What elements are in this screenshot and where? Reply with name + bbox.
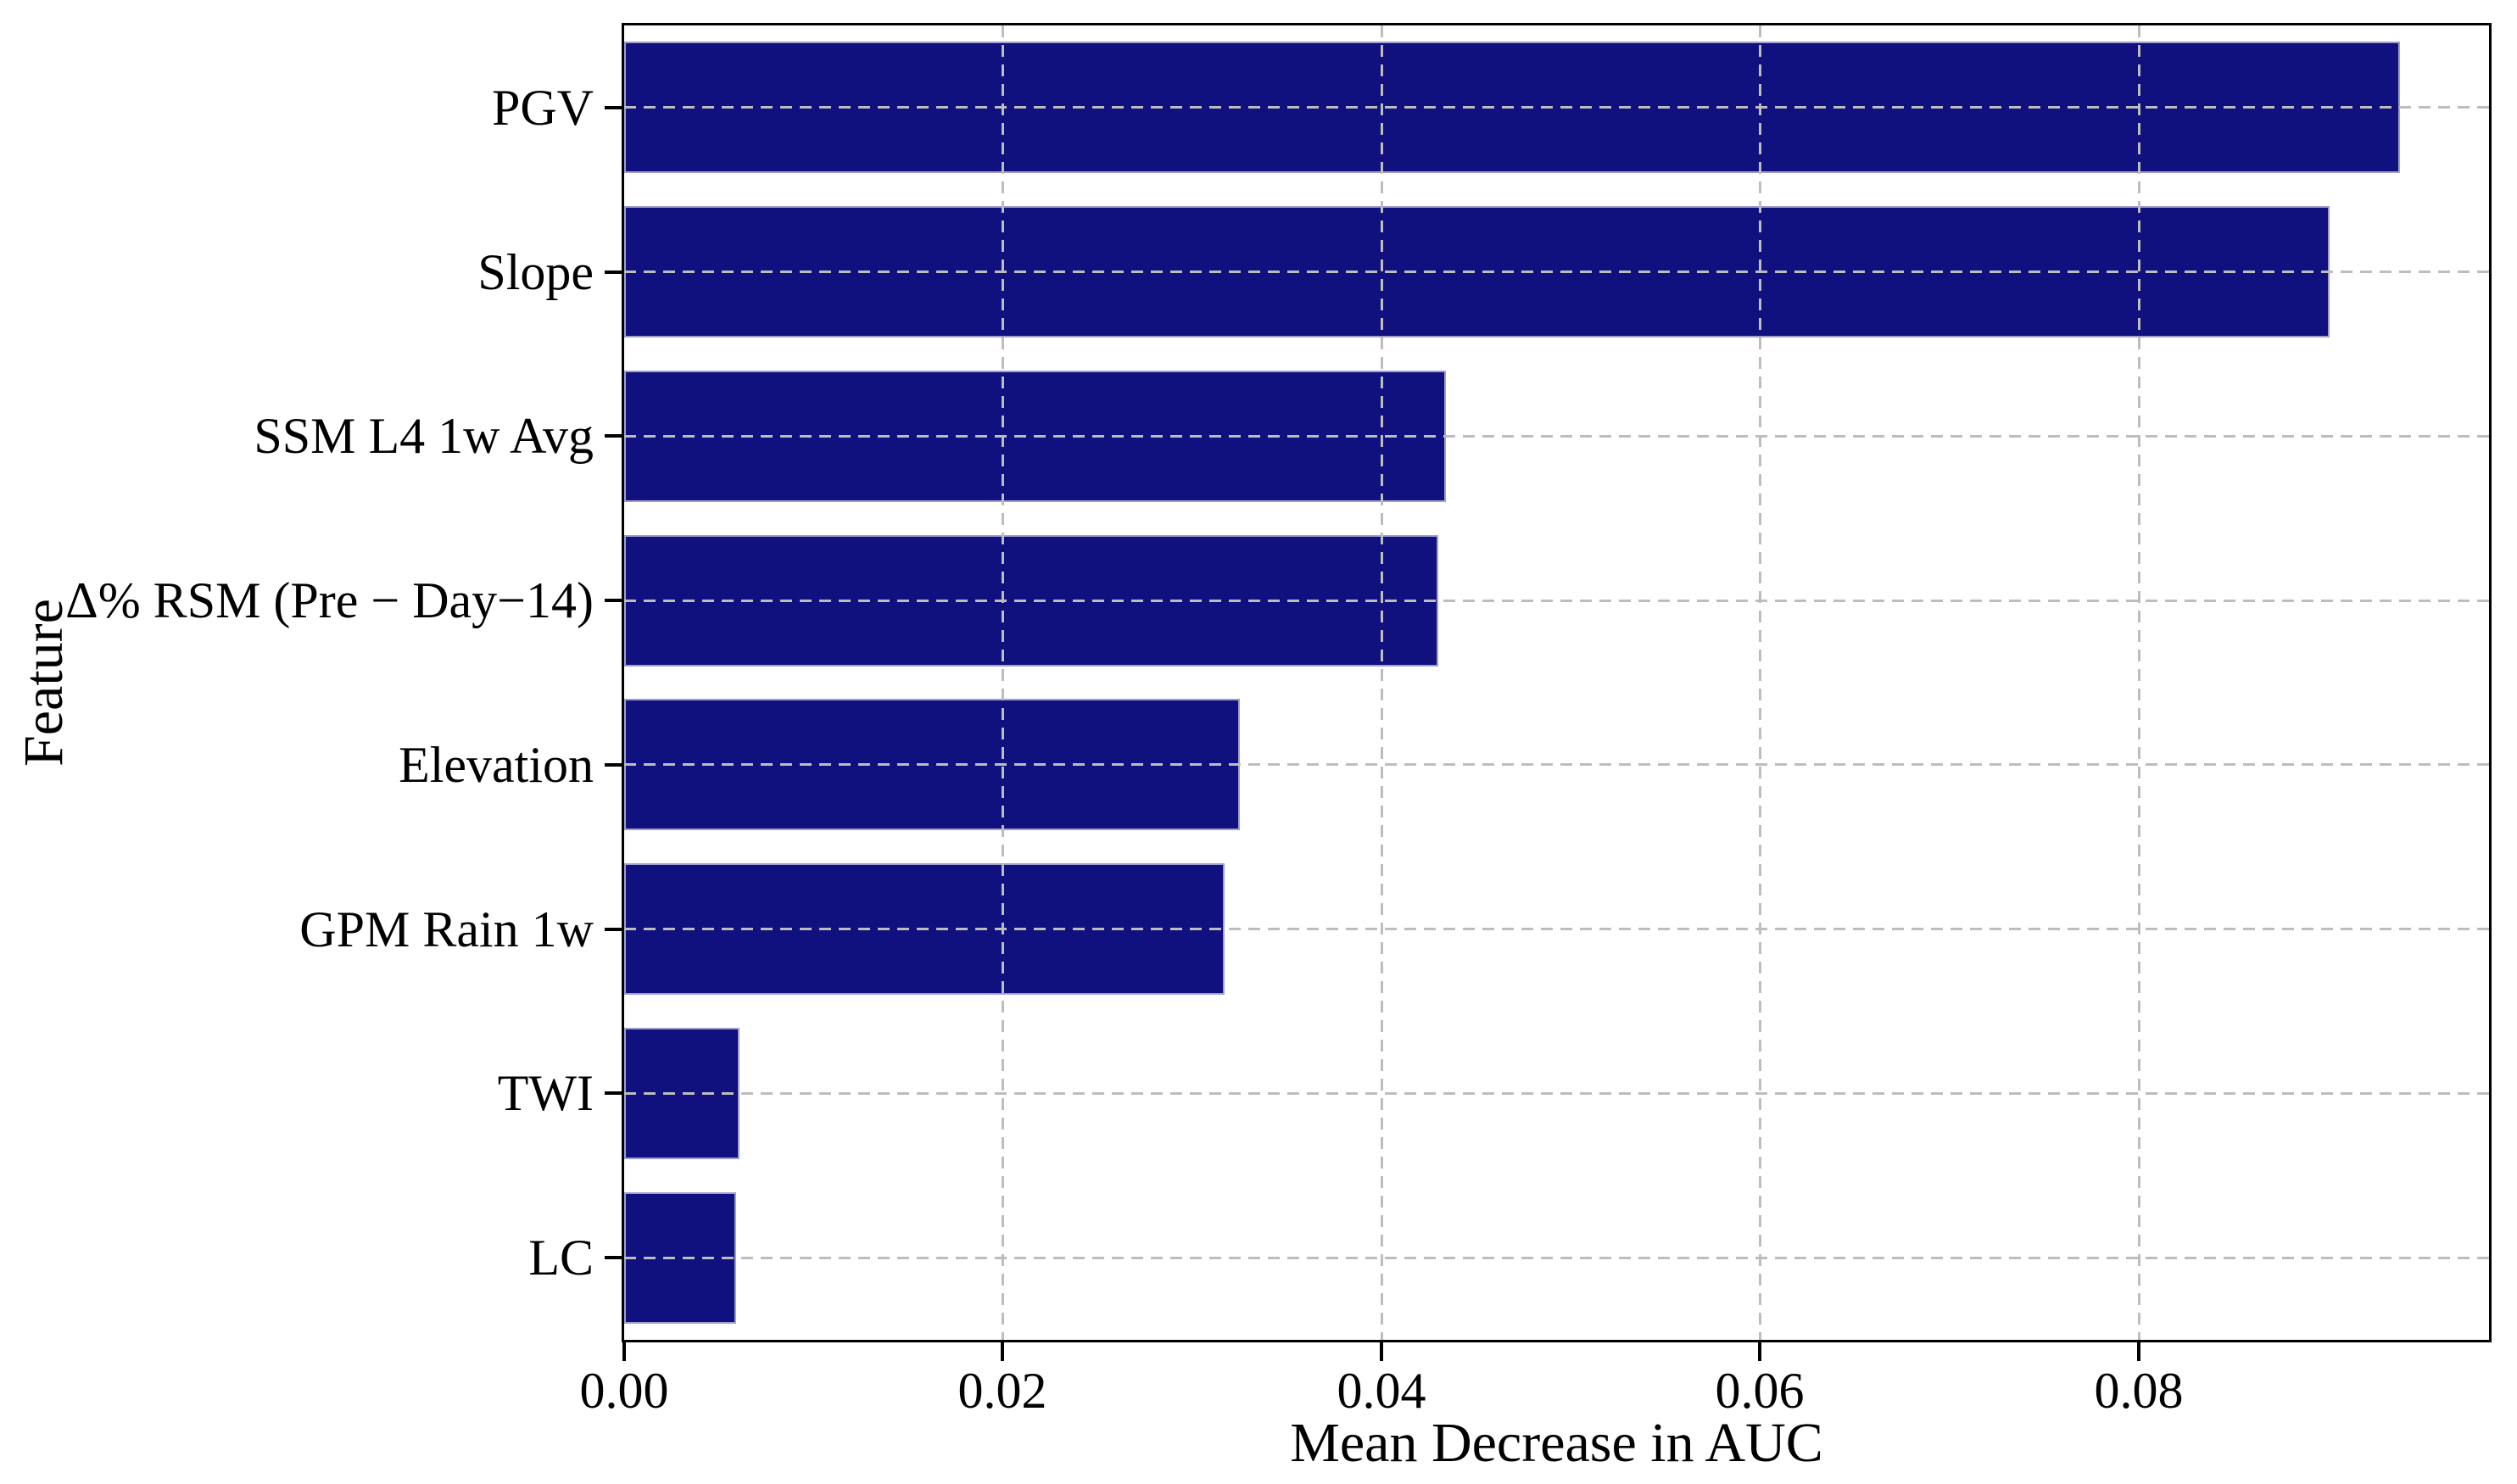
gridline-horizontal xyxy=(624,763,2489,767)
x-tick-mark xyxy=(1001,1342,1004,1361)
x-tick-label: 0.04 xyxy=(1337,1363,1426,1419)
y-tick-label-pgv: PGV xyxy=(491,80,594,136)
y-tick-label-twi: TWI xyxy=(497,1065,594,1121)
y-tick-label-gpm-rain-1w: GPM Rain 1w xyxy=(299,901,594,957)
x-tick-label: 0.00 xyxy=(579,1363,669,1419)
y-tick-mark xyxy=(605,1256,622,1259)
y-tick-mark xyxy=(605,599,622,602)
y-tick-label-lc: LC xyxy=(528,1230,594,1286)
y-tick-label-elevation: Elevation xyxy=(399,737,594,793)
gridline-horizontal xyxy=(624,599,2489,602)
y-tick-label-rsm-pre-day-14: Δ% RSM (Pre − Day−14) xyxy=(65,572,594,628)
x-tick-mark xyxy=(622,1342,626,1361)
x-tick-label: 0.06 xyxy=(1715,1363,1805,1419)
gridline-vertical xyxy=(1380,25,1383,1340)
gridline-vertical xyxy=(2137,25,2140,1340)
gridline-horizontal xyxy=(624,1091,2489,1095)
x-tick-mark xyxy=(1758,1342,1761,1361)
gridline-vertical xyxy=(1759,25,1761,1340)
x-tick-label: 0.08 xyxy=(2094,1363,2184,1419)
plot-inner xyxy=(624,25,2489,1340)
y-axis-title: Feature xyxy=(13,599,75,767)
x-axis-title: Mean Decrease in AUC xyxy=(1290,1412,1823,1474)
x-tick-mark xyxy=(1380,1342,1383,1361)
gridline-horizontal xyxy=(624,271,2489,274)
y-tick-label-slope: Slope xyxy=(477,244,594,300)
gridline-horizontal xyxy=(624,106,2489,109)
y-tick-label-ssm-l4-1w-avg: SSM L4 1w Avg xyxy=(254,408,594,464)
gridline-horizontal xyxy=(624,1256,2489,1259)
x-tick-label: 0.02 xyxy=(957,1363,1047,1419)
gridline-vertical xyxy=(1002,25,1004,1340)
y-tick-mark xyxy=(605,1091,622,1095)
y-tick-mark xyxy=(605,271,622,274)
y-tick-mark xyxy=(605,928,622,931)
y-tick-mark xyxy=(605,763,622,767)
x-tick-mark xyxy=(2137,1342,2140,1361)
gridline-horizontal xyxy=(624,928,2489,931)
gridline-horizontal xyxy=(624,434,2489,438)
y-tick-mark xyxy=(605,106,622,109)
plot-area xyxy=(622,23,2492,1342)
y-tick-mark xyxy=(605,434,622,438)
